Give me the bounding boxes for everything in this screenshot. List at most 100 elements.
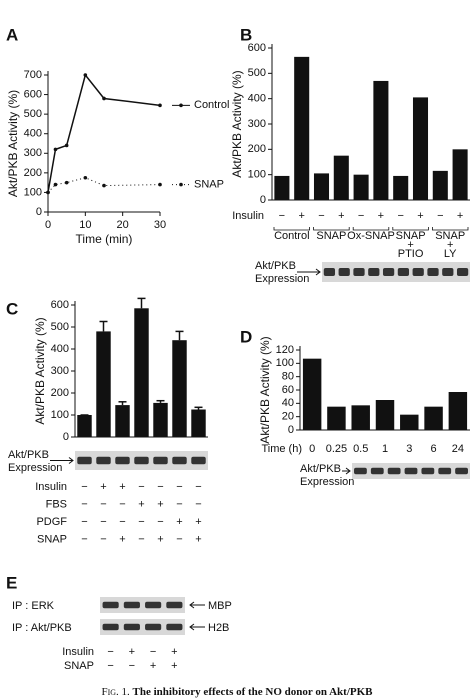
point: [83, 73, 88, 77]
group-label: Control: [274, 230, 309, 242]
row-sign: −: [318, 210, 324, 222]
blot-band: [153, 456, 168, 465]
row-sign: −: [195, 481, 201, 493]
bar: [302, 358, 322, 430]
bar: [400, 414, 419, 430]
point: [83, 175, 88, 180]
point: [158, 182, 162, 187]
bar: [333, 155, 349, 200]
y-tick-label: 600: [248, 42, 266, 54]
blot-band: [456, 268, 469, 276]
row-sign: +: [171, 646, 177, 658]
row-sign: +: [119, 481, 125, 493]
row-sign: −: [81, 498, 87, 510]
row-sign: +: [119, 533, 125, 545]
blot-band: [145, 623, 162, 631]
bar: [191, 409, 206, 437]
y-tick-label: 400: [248, 93, 266, 105]
y-tick-label: 100: [248, 169, 266, 181]
group-bracket: [392, 227, 429, 231]
x-tick-label: 0.25: [326, 443, 347, 455]
row-sign: +: [298, 210, 304, 222]
band-label: MBP: [208, 600, 232, 612]
bar: [274, 175, 290, 200]
blot-label: IP : ERK: [12, 600, 55, 612]
y-tick-label: 500: [248, 67, 266, 79]
band-label: H2B: [208, 622, 229, 634]
y-tick-label: 0: [260, 194, 266, 206]
row-sign: +: [176, 516, 182, 528]
row-sign: +: [417, 210, 423, 222]
bar: [424, 406, 443, 430]
caption-fig: Fig. 1.: [101, 686, 130, 698]
row-sign: +: [100, 481, 106, 493]
row-sign: −: [100, 533, 106, 545]
row-label: Insulin: [232, 210, 264, 222]
row-sign: −: [129, 660, 135, 672]
row-sign: −: [100, 516, 106, 528]
row-sign: −: [119, 498, 125, 510]
blot-label: Akt/PKB: [255, 260, 296, 272]
y-tick-label: 600: [51, 299, 69, 311]
row-label: SNAP: [64, 660, 94, 672]
bar: [375, 400, 395, 430]
point: [158, 103, 162, 108]
panel-letter: E: [6, 573, 17, 592]
row-sign: −: [81, 533, 87, 545]
row-sign: −: [279, 210, 285, 222]
y-tick-label: 200: [248, 143, 266, 155]
group-label: +: [407, 239, 413, 251]
row-sign: −: [397, 210, 403, 222]
y-tick-label: 80: [282, 371, 294, 383]
legend-label: SNAP: [194, 179, 224, 191]
row-sign: +: [195, 516, 201, 528]
y-tick-label: 120: [276, 344, 294, 356]
blot-arrow: [342, 467, 351, 475]
panel-letter: B: [240, 25, 252, 44]
row-label: FBS: [46, 498, 67, 510]
legend-marker: [179, 103, 183, 108]
blot-band: [191, 456, 206, 465]
blot-band: [102, 601, 119, 609]
group-label: SNAP: [435, 230, 465, 242]
y-tick-label: 300: [24, 147, 42, 159]
row-sign: +: [378, 210, 384, 222]
row-sign: −: [176, 481, 182, 493]
y-tick-label: 40: [282, 397, 294, 409]
row-sign: −: [138, 533, 144, 545]
row-sign: +: [157, 533, 163, 545]
row-sign: +: [138, 498, 144, 510]
y-tick-label: 400: [51, 343, 69, 355]
blot-arrow: [189, 601, 205, 609]
y-tick-label: 700: [24, 69, 42, 81]
panel-letter: C: [6, 299, 18, 318]
row-sign: +: [338, 210, 344, 222]
caption-text: The inhibitory effects of the NO donor o…: [133, 686, 374, 698]
blot-band: [96, 456, 111, 465]
y-tick-label: 60: [282, 384, 294, 396]
bar: [77, 415, 92, 437]
row-sign: −: [176, 498, 182, 510]
y-tick-label: 300: [248, 118, 266, 130]
panel-letter: D: [240, 327, 252, 346]
bar: [452, 149, 468, 200]
x-axis-label: Time (h): [261, 443, 302, 455]
group-label: SNAP: [316, 230, 346, 242]
blot-band: [123, 623, 140, 631]
row-sign: −: [176, 533, 182, 545]
blot-band: [166, 623, 183, 631]
blot-label: Akt/PKB: [8, 449, 49, 461]
y-axis-label: Akt/PKB Activity (%): [258, 336, 272, 443]
bar: [412, 97, 429, 200]
group-label: SNAP: [396, 230, 426, 242]
blot-band: [77, 456, 92, 465]
x-tick-label: 3: [406, 443, 412, 455]
point: [102, 183, 106, 188]
group-bracket: [273, 227, 310, 231]
group-label: PTIO: [398, 248, 424, 260]
y-tick-label: 20: [282, 411, 294, 423]
point: [53, 182, 58, 187]
row-sign: −: [138, 516, 144, 528]
row-sign: −: [81, 481, 87, 493]
blot-band: [338, 268, 350, 276]
